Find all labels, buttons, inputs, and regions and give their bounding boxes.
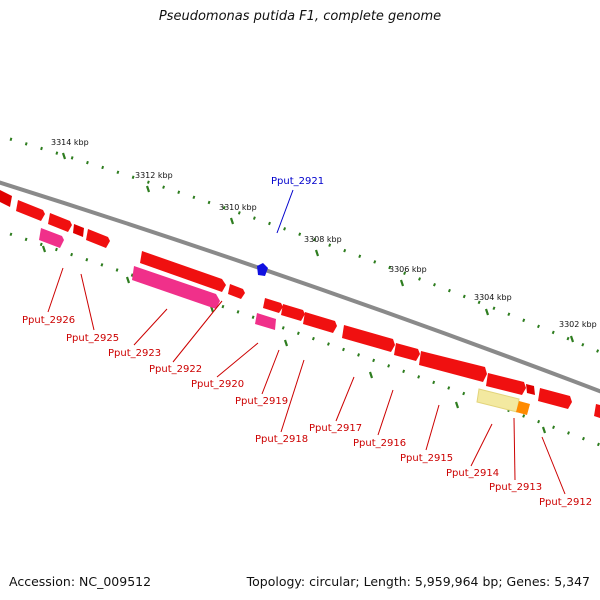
major-tick: [283, 339, 289, 347]
gene-block: [48, 213, 72, 232]
kbp-label-3312: 3312 kbp: [135, 171, 173, 180]
gene-block: [538, 388, 572, 409]
genome-backbone: [0, 180, 600, 394]
gene-block: [39, 228, 64, 248]
gene-block: [594, 404, 600, 418]
major-tick: [541, 426, 547, 434]
leader-line: [541, 436, 566, 495]
genome-summary-text: Topology: circular; Length: 5,959,964 bp…: [246, 574, 590, 589]
kbp-label-3302: 3302 kbp: [559, 320, 597, 329]
major-tick: [125, 276, 131, 284]
gene-label-pput-2921: Pput_2921: [271, 176, 324, 187]
gene-block: [303, 312, 337, 333]
major-tick: [145, 185, 151, 193]
gene-label-pput-2923: Pput_2923: [108, 348, 161, 359]
major-tick: [41, 245, 47, 253]
leader-line: [276, 189, 294, 234]
gene-block: [0, 190, 12, 207]
gene-block: [255, 313, 276, 330]
gene-block: [140, 251, 226, 292]
gene-label-pput-2918: Pput_2918: [255, 434, 308, 445]
leader-line: [425, 404, 440, 451]
kbp-label-3304: 3304 kbp: [474, 293, 512, 302]
gene-label-pput-2926: Pput_2926: [22, 315, 75, 326]
gene-label-pput-2922: Pput_2922: [149, 364, 202, 375]
gene-labels: Pput_2926 Pput_2925 Pput_2923 Pput_2922 …: [22, 315, 592, 508]
gene-label-pput-2914: Pput_2914: [446, 468, 499, 479]
gene-label-pput-2912: Pput_2912: [539, 497, 592, 508]
gene-block: [342, 325, 395, 352]
major-tick: [399, 279, 405, 287]
major-tick: [454, 401, 460, 409]
gene-label-pput-2915: Pput_2915: [400, 453, 453, 464]
genome-title: Pseudomonas putida F1, complete genome: [158, 9, 442, 24]
gene-block: [394, 343, 420, 361]
leader-line: [80, 273, 95, 331]
leader-line: [377, 389, 394, 436]
gene-block: [228, 284, 245, 299]
gene-block: [516, 401, 530, 415]
leader-line: [216, 342, 259, 378]
gene-label-pput-2925: Pput_2925: [66, 333, 119, 344]
gene-label-pput-2919: Pput_2919: [235, 396, 288, 407]
leader-line: [470, 423, 493, 467]
leader-line: [133, 308, 168, 346]
leader-line: [280, 359, 305, 433]
leader-line: [335, 376, 355, 422]
gene-block: [281, 304, 305, 321]
gene-label-pput-2917: Pput_2917: [309, 423, 362, 434]
leader-line: [261, 349, 280, 395]
gene-block: [132, 266, 220, 309]
gene-label-pput-2913: Pput_2913: [489, 482, 542, 493]
major-tick: [314, 249, 320, 257]
major-ticks: [41, 152, 575, 434]
major-tick: [569, 335, 575, 343]
leader-line: [47, 267, 64, 313]
gene-marker-pput-2921: [257, 263, 268, 276]
kbp-label-3306: 3306 kbp: [389, 265, 427, 274]
genes-lower: [39, 228, 600, 418]
leader-lines: [47, 267, 566, 495]
genes-upper: [0, 190, 110, 248]
kbp-label-3308: 3308 kbp: [304, 235, 342, 244]
gene-block: [16, 200, 45, 221]
gene-block: [73, 224, 84, 237]
leader-line: [513, 417, 516, 481]
leader-line: [172, 300, 223, 363]
major-tick: [61, 152, 67, 160]
gene-block: [86, 229, 110, 248]
gene-block: [419, 351, 487, 382]
gene-block: [486, 373, 526, 395]
kbp-label-3314: 3314 kbp: [51, 138, 89, 147]
gene-block: [526, 384, 535, 395]
major-tick: [229, 217, 235, 225]
gene-label-pput-2920: Pput_2920: [191, 379, 244, 390]
major-tick: [484, 308, 490, 316]
accession-text: Accession: NC_009512: [9, 574, 152, 589]
gene-label-pput-2916: Pput_2916: [353, 438, 406, 449]
major-tick: [368, 371, 374, 379]
kbp-label-3310: 3310 kbp: [219, 203, 257, 212]
gene-block: [263, 298, 283, 313]
